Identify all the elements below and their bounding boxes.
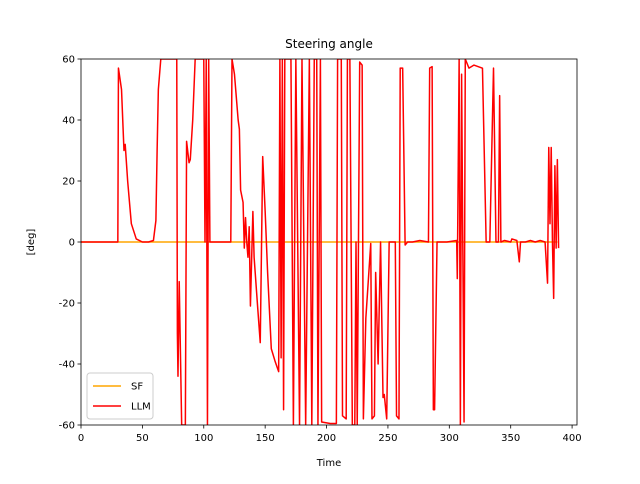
- y-tick-label: -20: [59, 299, 75, 310]
- x-tick-label: 150: [256, 433, 275, 444]
- chart-title: Steering angle: [285, 37, 373, 51]
- x-axis-label: Time: [316, 458, 341, 469]
- legend-label: SF: [131, 382, 143, 393]
- y-axis-label: [deg]: [26, 229, 37, 256]
- y-tick-label: 40: [62, 116, 75, 127]
- y-tick-label: -40: [59, 360, 75, 371]
- y-tick-label: 0: [69, 238, 75, 249]
- x-tick-label: 0: [78, 433, 84, 444]
- legend-label: LLM: [131, 402, 151, 413]
- y-tick-label: 20: [62, 177, 75, 188]
- line-series: [81, 59, 560, 425]
- x-tick-label: 400: [563, 433, 582, 444]
- x-tick-label: 50: [136, 433, 149, 444]
- y-tick-label: -60: [59, 421, 75, 432]
- x-tick-label: 100: [194, 433, 213, 444]
- x-tick-label: 250: [378, 433, 397, 444]
- y-tick-label: 60: [62, 55, 75, 66]
- legend-box: [86, 372, 154, 420]
- plot-area: [81, 59, 560, 425]
- x-tick-label: 200: [317, 433, 336, 444]
- x-tick-label: 300: [440, 433, 459, 444]
- x-tick-label: 350: [501, 433, 520, 444]
